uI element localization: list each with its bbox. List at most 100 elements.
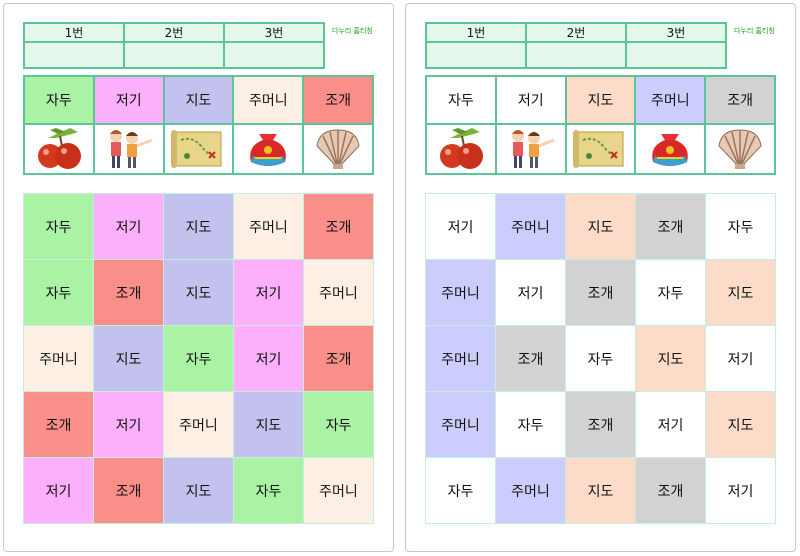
grid-cell[interactable]: 조개 [303,325,374,392]
grid-cell[interactable]: 지도 [705,391,776,458]
score-header-3: 3번 [625,22,727,43]
grid-cell[interactable]: 저기 [93,193,164,260]
grid-cell[interactable]: 조개 [565,259,636,326]
key-word: 지도 [162,75,235,125]
grid-row: 자두 조개 지도 저기 주머니 [23,259,374,326]
lucky-pouch-picture [250,134,287,166]
grid-cell[interactable]: 지도 [163,193,234,260]
key-word: 조개 [704,75,776,125]
grid-cell[interactable]: 자두 [565,325,636,392]
grid-cell[interactable]: 주머니 [425,391,496,458]
key-word: 주머니 [634,75,707,125]
grid-cell[interactable]: 주머니 [303,457,374,524]
grid-row: 주머니 지도 자두 저기 조개 [23,325,374,392]
picture-cell [302,123,374,175]
key-word: 저기 [92,75,165,125]
grid-cell[interactable]: 자두 [23,193,94,260]
grid-cell[interactable]: 자두 [233,457,304,524]
key-words-row: 자두 저기 지도 주머니 조개 [23,75,374,125]
grid-cell[interactable]: 자두 [163,325,234,392]
grid-cell[interactable]: 주머니 [163,391,234,458]
grid-cell[interactable]: 저기 [93,391,164,458]
pointing-children-picture [511,130,555,168]
grid-cell[interactable]: 조개 [495,325,566,392]
grid-cell[interactable]: 주머니 [303,259,374,326]
grid-cell[interactable]: 저기 [705,325,776,392]
picture-cell [704,123,776,175]
grid-cell[interactable]: 자두 [705,193,776,260]
grid-row: 자두 저기 지도 주머니 조개 [23,193,374,260]
grid-cell[interactable]: 지도 [163,259,234,326]
brand-label: 다누리 홈티칭 [734,27,775,35]
grid-cell[interactable]: 저기 [635,391,706,458]
worksheet-left: 1번 2번 3번 다누리 홈티칭 자두 저기 지도 주머니 조개 [3,3,394,552]
grid-cell[interactable]: 조개 [635,193,706,260]
grid-cell[interactable]: 지도 [233,391,304,458]
grid-cell[interactable]: 지도 [635,325,706,392]
picture-cell [425,123,497,175]
treasure-map-picture [171,130,222,168]
grid-cell[interactable]: 지도 [705,259,776,326]
apple-picture [37,128,81,169]
grid-cell[interactable]: 조개 [303,193,374,260]
grid-cell[interactable]: 저기 [233,325,304,392]
grid-cell[interactable]: 저기 [233,259,304,326]
grid-cell[interactable]: 주머니 [495,193,566,260]
picture-cell [634,123,707,175]
grid-row: 조개 저기 주머니 지도 자두 [23,391,374,458]
score-box-3[interactable] [223,41,325,69]
grid-cell[interactable]: 조개 [93,457,164,524]
grid-cell[interactable]: 조개 [23,391,94,458]
lucky-pouch-picture [652,134,689,166]
key-word: 자두 [425,75,497,125]
grid-cell[interactable]: 주머니 [23,325,94,392]
score-header-2: 2번 [525,22,627,43]
score-box-1[interactable] [23,41,125,69]
grid-cell[interactable]: 자두 [425,457,496,524]
grid-cell[interactable]: 주머니 [233,193,304,260]
grid-cell[interactable]: 조개 [565,391,636,458]
score-box-2[interactable] [123,41,225,69]
grid-cell[interactable]: 지도 [93,325,164,392]
grid-cell[interactable]: 지도 [565,193,636,260]
worksheet-right: 1번 2번 3번 다누리 홈티칭 자두 저기 지도 주머니 조개 [405,3,796,552]
score-header-2: 2번 [123,22,225,43]
key-pictures-row [23,123,374,175]
word-picture-key: 자두 저기 지도 주머니 조개 [23,75,374,175]
grid-cell[interactable]: 자두 [23,259,94,326]
picture-cell [23,123,95,175]
score-box-2[interactable] [525,41,627,69]
grid-cell[interactable]: 주머니 [425,259,496,326]
grid-cell[interactable]: 자두 [303,391,374,458]
score-box-1[interactable] [425,41,527,69]
brand-label: 다누리 홈티칭 [332,27,373,35]
picture-cell [92,123,165,175]
word-grid: 저기 주머니 지도 조개 자두 주머니 저기 조개 자두 지도 주머니 조개 자… [425,193,776,524]
picture-cell [564,123,637,175]
grid-cell[interactable]: 주머니 [495,457,566,524]
grid-cell[interactable]: 저기 [425,193,496,260]
grid-cell[interactable]: 저기 [495,259,566,326]
score-header-3: 3번 [223,22,325,43]
grid-cell[interactable]: 조개 [93,259,164,326]
score-header-1: 1번 [23,22,125,43]
key-word: 지도 [564,75,637,125]
grid-cell[interactable]: 주머니 [425,325,496,392]
key-pictures-row [425,123,776,175]
picture-cell [232,123,305,175]
grid-row: 저기 조개 지도 자두 주머니 [23,457,374,524]
grid-cell[interactable]: 지도 [163,457,234,524]
treasure-map-picture [573,130,624,168]
score-box-3[interactable] [625,41,727,69]
key-word: 저기 [494,75,567,125]
grid-cell[interactable]: 저기 [23,457,94,524]
grid-cell[interactable]: 자두 [495,391,566,458]
key-word: 조개 [302,75,374,125]
grid-cell[interactable]: 자두 [635,259,706,326]
grid-cell[interactable]: 지도 [565,457,636,524]
seashell-picture [718,129,762,169]
pointing-children-picture [109,130,153,168]
grid-cell[interactable]: 저기 [705,457,776,524]
grid-cell[interactable]: 조개 [635,457,706,524]
seashell-picture [316,129,360,169]
